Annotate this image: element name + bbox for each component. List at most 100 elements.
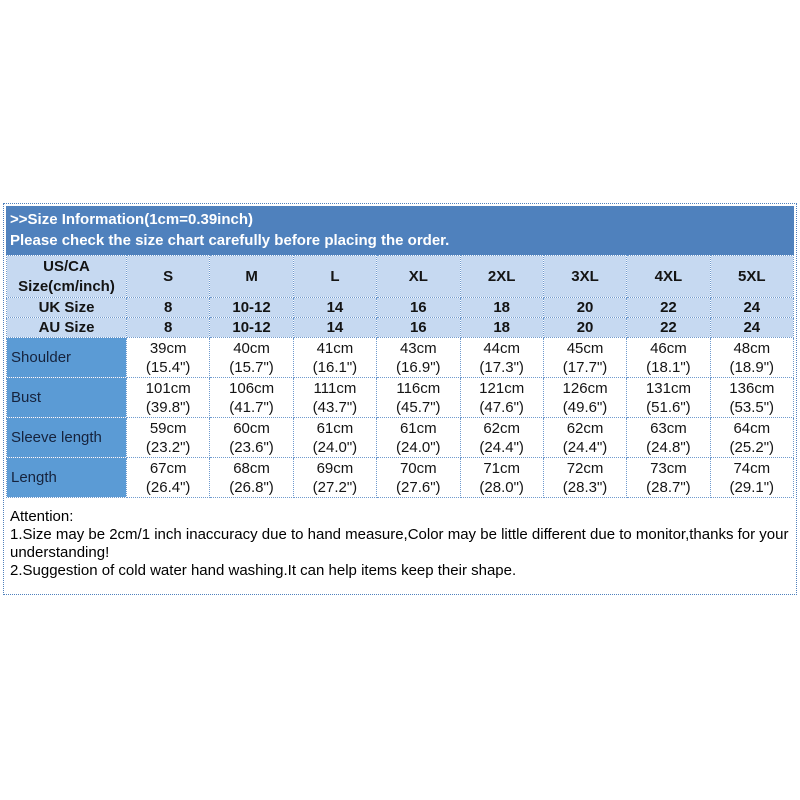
measure-cell: 71cm (28.0") [459,457,544,498]
value-cm: 64cm [733,419,771,437]
value-inch: (25.2") [729,438,775,456]
row-label: Bust [6,377,127,418]
value-inch: (29.1") [729,478,775,496]
value-cm: 116cm [396,379,441,397]
value-cm: 72cm [566,459,604,477]
value-cm: 45cm [566,339,604,357]
value-cm: 43cm [399,339,437,357]
measure-cell: 48cm (18.9") [709,337,795,378]
corner-header-cell: US/CA Size(cm/inch) [6,255,127,298]
value-cm: 44cm [483,339,521,357]
value-cm: 106cm [229,379,275,397]
measure-cell: 40cm (15.7") [209,337,294,378]
value-cm: 70cm [399,459,437,477]
value-cm: 136cm [729,379,775,397]
size-cell: 14 [292,297,378,318]
row-label: UK Size [6,297,127,318]
measure-cell: 136cm (53.5") [709,377,795,418]
value-inch: (18.1") [646,358,691,376]
measure-cell: 62cm (24.4") [459,417,544,458]
value-inch: (15.7") [229,358,274,376]
size-info-sheet: >>Size Information(1cm=0.39inch) Please … [3,203,797,595]
size-row: AU Size 8 10-12 14 16 18 20 22 24 [6,317,795,338]
value-inch: (26.8") [229,478,274,496]
column-header-4xl: 4XL [626,255,711,298]
attention-title: Attention: [10,508,74,525]
measure-cell: 126cm (49.6") [542,377,628,418]
value-inch: (17.3") [479,358,524,376]
measure-cell: 116cm (45.7") [376,377,461,418]
value-cm: 67cm [149,459,187,477]
value-inch: (24.4") [562,438,608,456]
size-cell: 14 [292,317,378,338]
value-cm: 62cm [566,419,604,437]
value-cm: 46cm [650,339,687,357]
value-inch: (23.2") [145,438,191,456]
attention-line: 1.Size may be 2cm/1 inch inaccuracy due … [10,526,789,561]
column-header-xl: XL [376,255,461,298]
size-info-note: Please check the size chart carefully be… [10,232,450,249]
value-inch: (41.7") [229,398,274,416]
size-chart-body: US/CA Size(cm/inch) S M L XL 2XL 3XL 4XL 5XL UK Si… [6,255,795,498]
value-cm: 101cm [145,379,191,397]
column-header-5xl: 5XL [709,255,795,298]
value-inch: (28.0") [479,478,524,496]
attention-section: Attention: 1.Size may be 2cm/1 inch inac… [6,498,794,580]
attention-line: 2.Suggestion of cold water hand washing.… [10,562,517,579]
value-inch: (16.9") [396,358,441,376]
column-header-3xl: 3XL [542,255,628,298]
value-cm: 126cm [562,379,608,397]
value-cm: 61cm [399,419,437,437]
size-cell: 22 [626,317,711,338]
measure-cell: 46cm (18.1") [626,337,711,378]
value-inch: (17.7") [562,358,608,376]
value-cm: 59cm [149,419,187,437]
measure-row: Bust 101cm (39.8") 106cm (41.7") 111cm (43.7")… [6,377,795,418]
value-inch: (28.7") [646,478,691,496]
measure-cell: 73cm (28.7") [626,457,711,498]
size-cell: 18 [459,297,544,318]
size-cell: 16 [376,317,461,338]
column-header-s: S [125,255,211,298]
value-cm: 62cm [483,419,521,437]
measure-row: Shoulder 39cm (15.4") 40cm (15.7") 41cm (16.1"… [6,337,795,378]
measure-cell: 39cm (15.4") [125,337,211,378]
size-cell: 8 [125,317,211,338]
size-cell: 8 [125,297,211,318]
measure-cell: 74cm (29.1") [709,457,795,498]
measure-cell: 121cm (47.6") [459,377,544,418]
measure-cell: 61cm (24.0") [376,417,461,458]
row-label: Length [6,457,127,498]
value-cm: 71cm [483,459,521,477]
value-cm: 60cm [233,419,270,437]
size-cell: 22 [626,297,711,318]
value-inch: (47.6") [479,398,524,416]
value-inch: (16.1") [312,358,358,376]
value-inch: (15.4") [145,358,191,376]
value-inch: (28.3") [562,478,608,496]
value-inch: (24.4") [479,438,524,456]
value-cm: 63cm [650,419,687,437]
size-cell: 10-12 [209,297,294,318]
measure-cell: 59cm (23.2") [125,417,211,458]
measure-cell: 45cm (17.7") [542,337,628,378]
measure-cell: 101cm (39.8") [125,377,211,418]
measure-cell: 70cm (27.6") [376,457,461,498]
measure-row: Sleeve length 59cm (23.2") 60cm (23.6") 61cm(… [6,417,795,458]
value-inch: (53.5") [729,398,775,416]
row-label: AU Size [6,317,127,338]
table-header-row: US/CA Size(cm/inch) S M L XL 2XL 3XL 4XL 5XL [6,255,795,298]
value-inch: (51.6") [646,398,691,416]
value-inch: (45.7") [396,398,441,416]
value-cm: 73cm [650,459,687,477]
measure-cell: 64cm (25.2") [709,417,795,458]
measure-cell: 72cm (28.3") [542,457,628,498]
value-cm: 69cm [316,459,354,477]
size-info-title: >>Size Information(1cm=0.39inch) [10,211,253,228]
measure-cell: 60cm (23.6") [209,417,294,458]
measure-cell: 67cm (26.4") [125,457,211,498]
value-cm: 74cm [733,459,771,477]
measure-row: Length 67cm (26.4") 68cm (26.8") 69cm (27.2") 7… [6,457,795,498]
measure-cell: 62cm (24.4") [542,417,628,458]
